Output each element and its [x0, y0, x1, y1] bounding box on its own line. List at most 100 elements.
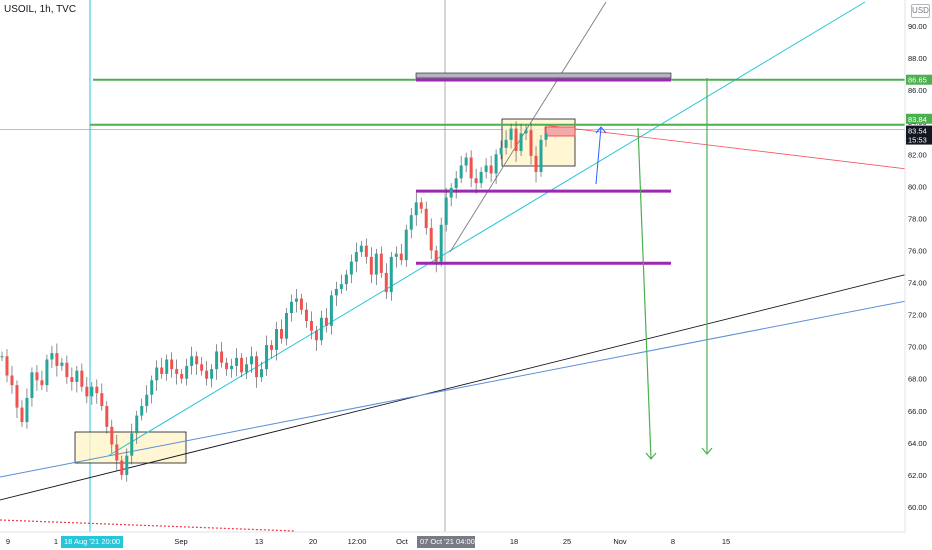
candle	[529, 130, 533, 156]
candle	[10, 375, 14, 386]
time-axis-tick: 13	[255, 537, 263, 546]
candle	[394, 253, 398, 257]
candle	[115, 444, 119, 461]
price-axis-tick: 74.00	[908, 279, 927, 288]
price-label: 83.84	[908, 115, 927, 124]
trendline-gray	[449, 1, 607, 253]
price-axis-background	[905, 0, 932, 550]
candle	[95, 386, 99, 394]
candle	[45, 359, 49, 386]
candle	[399, 253, 403, 261]
candle	[190, 356, 194, 366]
down-arrow-2-head	[701, 447, 713, 455]
candle	[170, 359, 174, 370]
candle	[539, 139, 543, 172]
price-axis-tick: 86.00	[908, 86, 927, 95]
candle	[284, 312, 288, 339]
candle	[294, 298, 298, 302]
candle	[20, 407, 24, 423]
candle	[200, 364, 204, 371]
time-axis-tick: 15	[722, 537, 730, 546]
candle	[230, 365, 234, 370]
time-axis-tick: 18	[510, 537, 518, 546]
chart-title: USOIL, 1h, TVC	[4, 4, 77, 15]
candle	[265, 345, 269, 370]
currency-label[interactable]: USD	[911, 4, 930, 18]
down-arrow-1-head	[645, 452, 657, 460]
candle	[235, 357, 239, 366]
candle	[449, 187, 453, 198]
candle	[35, 372, 39, 381]
candle	[215, 351, 219, 370]
candle	[419, 202, 423, 209]
candle	[80, 370, 84, 387]
time-axis-tick: Oct	[396, 537, 409, 546]
candle	[464, 157, 468, 166]
candle	[195, 356, 199, 365]
candle	[279, 329, 283, 339]
candle	[25, 397, 29, 423]
candle	[344, 274, 348, 285]
candle	[90, 386, 94, 397]
price-axis-tick: 66.00	[908, 407, 927, 416]
candle	[354, 252, 358, 262]
candle	[55, 353, 59, 366]
candle	[504, 139, 508, 148]
candle	[160, 367, 164, 374]
candle	[469, 157, 473, 179]
candle	[369, 256, 373, 275]
candle	[15, 385, 19, 408]
candle	[130, 433, 134, 456]
candle	[514, 128, 518, 152]
candle	[379, 253, 383, 273]
candle	[479, 171, 483, 184]
candle	[225, 362, 229, 370]
candle	[135, 415, 139, 434]
price-axis-tick: 70.00	[908, 343, 927, 352]
candle	[374, 253, 378, 275]
candle	[220, 351, 224, 363]
small-red-box	[544, 126, 576, 137]
candle	[70, 377, 74, 382]
candle	[359, 245, 363, 253]
price-label: 15:53	[908, 136, 927, 145]
candle	[145, 394, 149, 406]
candle	[155, 367, 159, 381]
candle	[384, 272, 388, 293]
trendline-cyan	[107, 1, 866, 457]
price-label-box	[906, 113, 932, 124]
candle	[185, 365, 189, 379]
resistance-zone-gray	[415, 72, 672, 79]
candle	[309, 321, 313, 331]
price-label-box	[906, 74, 932, 85]
candle	[60, 362, 64, 366]
candle	[364, 245, 368, 257]
candle	[414, 202, 418, 216]
candle	[85, 386, 89, 397]
price-axis-tick: 62.00	[908, 471, 927, 480]
candle	[30, 372, 34, 398]
price-axis-tick: 88.00	[908, 54, 927, 63]
candle	[240, 357, 244, 373]
candle	[484, 165, 488, 172]
candle	[274, 329, 278, 350]
candle	[180, 373, 184, 379]
price-label: 86.65	[908, 76, 927, 85]
trendline-red	[534, 123, 932, 173]
candle	[314, 330, 318, 341]
price-axis-tick: 78.00	[908, 214, 927, 223]
price-axis-tick: 90.00	[908, 22, 927, 31]
candle	[260, 369, 264, 378]
up-arrow-blue	[595, 126, 602, 185]
candle	[329, 295, 333, 326]
candle	[150, 380, 154, 395]
time-axis-tick: 20	[309, 537, 317, 546]
candle	[474, 178, 478, 184]
candle	[175, 369, 179, 374]
candle	[444, 197, 448, 225]
candle	[434, 250, 438, 262]
candle	[424, 208, 428, 229]
candle	[125, 455, 129, 475]
candle	[304, 309, 308, 322]
